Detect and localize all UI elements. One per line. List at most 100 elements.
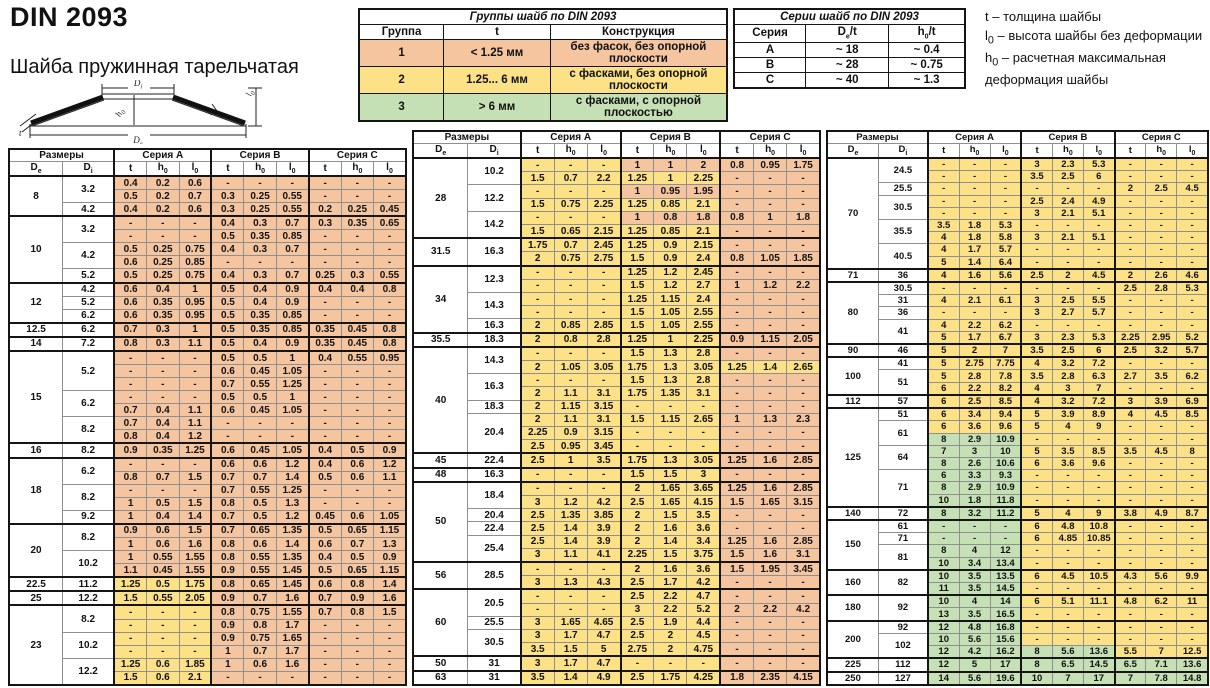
value-cell: 3.9: [586, 534, 622, 549]
value-cell: 2.5: [519, 534, 555, 549]
value-cell: -: [786, 466, 821, 483]
value-cell: -: [1145, 582, 1178, 596]
value-cell: -: [1082, 556, 1116, 571]
value-cell: 1.6: [752, 547, 788, 563]
header-dim-col: De: [8, 161, 64, 177]
value-cell: 8: [926, 505, 960, 521]
value-cell: 2: [619, 534, 655, 549]
value-cell: 2.75: [586, 251, 622, 267]
table-row: 40.5 4 1.7 5.7- - - - - -: [827, 243, 1209, 270]
value-cell: -: [1020, 556, 1053, 571]
value-cell: 1.05: [373, 509, 407, 525]
value-cell: -: [340, 175, 375, 191]
table-row: 14 7.2 0.8 0.3 1.1 0.5 0.4 0.9 0.35 0.45 0.8: [8, 335, 407, 352]
table-row: 61 6 3.6 9.6 5 4 9- - -: [827, 420, 1209, 446]
value-cell: 5: [926, 342, 960, 358]
value-cell: 0.8: [719, 210, 754, 225]
value-cell: 0.6: [113, 295, 148, 310]
header-sub-col: h0: [340, 161, 375, 177]
value-cell: 0.55: [275, 189, 310, 204]
series-table-cell: B: [733, 56, 807, 73]
value-cell: -: [307, 403, 342, 418]
de-cell: 22.5: [8, 576, 64, 592]
value-cell: 1: [653, 157, 688, 173]
series-table-header-cell: Серия: [733, 24, 807, 43]
value-cell: 1.5: [553, 642, 588, 657]
value-cell: 2.7: [1113, 369, 1147, 383]
value-cell: 5.7: [1082, 306, 1116, 320]
value-cell: 2: [519, 318, 555, 334]
value-cell: -: [586, 588, 622, 604]
value-cell: 0.9: [719, 331, 754, 348]
value-cell: -: [586, 602, 622, 617]
value-cell: 3.6: [686, 521, 721, 536]
value-cell: 0.4: [210, 215, 245, 231]
value-cell: 8.5: [1176, 407, 1209, 422]
size-table-header-row: Размеры Серия A Серия B Серия C: [826, 130, 1209, 144]
value-cell: 0.3: [243, 242, 277, 257]
value-cell: 7: [1145, 645, 1178, 659]
series-table-row: A ~ 18 ~ 0.4: [733, 41, 966, 58]
legend-line: l0 – высота шайбы без деформации: [985, 27, 1203, 47]
value-cell: 2: [958, 342, 991, 358]
value-cell: 3.5: [686, 508, 721, 523]
value-cell: -: [1113, 607, 1147, 622]
value-cell: -: [1113, 619, 1147, 634]
value-cell: -: [1113, 231, 1147, 245]
value-cell: 5: [958, 657, 991, 673]
header-sub-col: l0: [586, 143, 622, 159]
value-cell: 2.5: [619, 669, 655, 686]
value-cell: 0.7: [275, 268, 310, 284]
value-cell: -: [752, 345, 788, 361]
value-cell: 3.1: [786, 547, 821, 563]
value-cell: 0.25: [243, 189, 277, 204]
value-cell: 0.55: [243, 483, 277, 498]
value-cell: -: [553, 264, 588, 280]
value-cell: -: [340, 416, 375, 431]
value-cell: -: [1113, 582, 1147, 596]
value-cell: 2.5: [619, 628, 655, 644]
value-cell: 0.5: [307, 470, 342, 485]
di-cell: 112: [877, 657, 929, 673]
value-cell: -: [1082, 632, 1116, 647]
table-row: 1.5 0.65 2.15 1.25 0.85 2.1- - -: [413, 223, 821, 239]
de-cell: 35.5: [412, 331, 469, 348]
value-cell: 1.8: [958, 231, 991, 245]
table-row: 180 92 10 4 14 6 5.1 11.1 4.8 6.2 11: [826, 594, 1209, 622]
value-cell: 0.55: [373, 268, 407, 284]
page-subtitle: Шайба пружинная тарельчатая: [10, 56, 299, 78]
di-cell: 41: [877, 356, 929, 371]
value-cell: 3.5: [1020, 170, 1053, 184]
table-row: 36- - -3 2.7 5.7- - -: [827, 306, 1209, 320]
value-cell: 0.4: [243, 281, 277, 297]
table-row: 8 3.2 0.4 0.2 0.6- - - - - -: [8, 174, 407, 217]
value-cell: 4.5: [1051, 568, 1084, 584]
di-cell: 28.5: [467, 560, 522, 590]
value-cell: 5.7: [1176, 342, 1209, 358]
value-cell: 0.25: [307, 268, 342, 284]
value-cell: -: [519, 466, 555, 483]
value-cell: 3.5: [519, 669, 555, 686]
value-cell: 2: [519, 386, 555, 401]
di-cell: 20.4: [467, 508, 522, 523]
value-cell: 2.1: [178, 670, 212, 686]
value-cell: -: [586, 264, 622, 280]
value-cell: -: [1051, 493, 1084, 508]
value-cell: 1: [553, 452, 588, 469]
value-cell: 2.55: [686, 318, 721, 334]
value-cell: -: [340, 255, 375, 270]
value-cell: -: [719, 171, 754, 186]
value-cell: -: [926, 182, 960, 196]
value-cell: -: [586, 560, 622, 577]
value-cell: -: [307, 175, 342, 191]
di-cell: 16.3: [467, 237, 522, 267]
di-cell: 6.2: [62, 321, 115, 338]
value-cell: 0.9: [210, 618, 245, 633]
value-cell: 2.5: [1113, 280, 1147, 296]
table-row: 100 41 5 2.75 7.75 4 3.2 7.2- - -: [826, 356, 1209, 396]
value-cell: -: [1113, 556, 1147, 571]
de-cell: 28: [412, 156, 469, 239]
value-cell: 14.5: [989, 582, 1022, 596]
value-cell: 10: [926, 632, 960, 647]
value-cell: -: [1020, 632, 1053, 647]
